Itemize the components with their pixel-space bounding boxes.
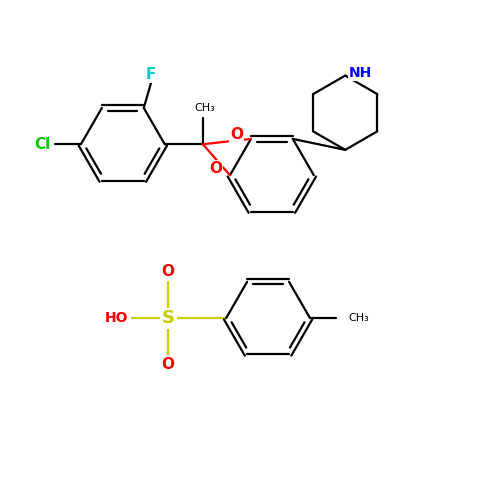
- Text: CH₃: CH₃: [195, 103, 216, 113]
- Text: O: O: [161, 357, 174, 372]
- Text: S: S: [161, 309, 174, 327]
- Text: CH₃: CH₃: [348, 313, 369, 323]
- Text: HO: HO: [105, 311, 128, 325]
- Text: O: O: [209, 161, 222, 176]
- Text: O: O: [230, 127, 243, 142]
- Text: NH: NH: [349, 66, 372, 80]
- Text: F: F: [146, 67, 156, 82]
- Text: Cl: Cl: [34, 137, 51, 152]
- Text: O: O: [161, 264, 174, 279]
